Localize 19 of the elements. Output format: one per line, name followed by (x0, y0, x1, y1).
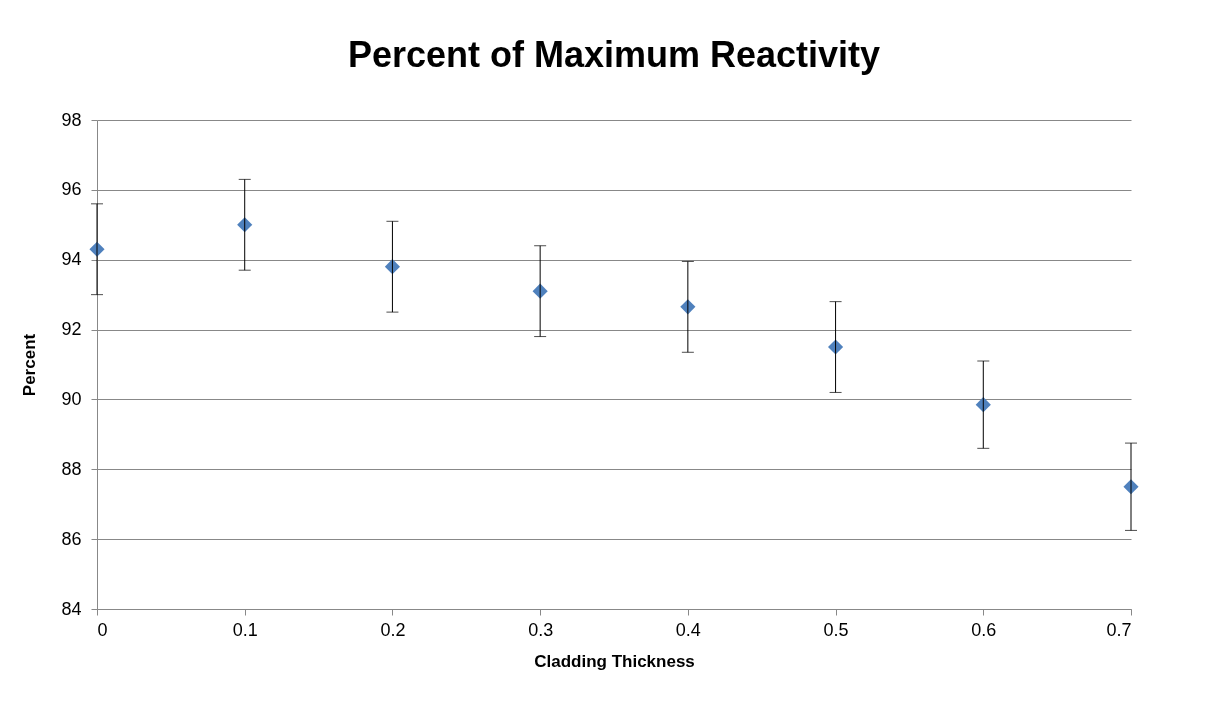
x-tick-label: 0.3 (528, 619, 554, 640)
x-axis-title: Cladding Thickness (534, 651, 695, 671)
x-tick-label: 0.1 (232, 619, 258, 640)
y-tick-label: 84 (61, 598, 82, 619)
y-tick-label: 94 (61, 249, 82, 270)
y-tick-label: 88 (61, 458, 82, 479)
x-tick-label: 0.6 (971, 619, 997, 640)
y-tick-label: 96 (61, 179, 82, 200)
x-tick-label: 0.2 (380, 619, 406, 640)
chart-title: Percent of Maximum Reactivity (347, 34, 881, 75)
x-tick-label: 0.5 (823, 619, 849, 640)
y-tick-label: 92 (61, 319, 82, 340)
y-tick-label: 98 (61, 109, 82, 130)
y-axis-title: Percent (20, 333, 40, 397)
y-tick-label: 90 (61, 388, 82, 409)
x-tick-label: 0.7 (1106, 619, 1132, 640)
y-tick-label: 86 (61, 528, 82, 549)
x-tick-label: 0 (97, 619, 108, 640)
x-tick-label: 0.4 (675, 619, 701, 640)
